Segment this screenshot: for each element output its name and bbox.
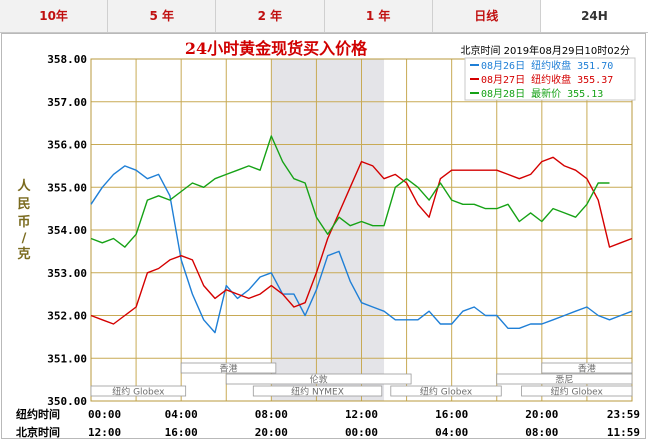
x-tick-label-bj: 00:00 xyxy=(345,426,378,439)
market-session-bar xyxy=(521,385,633,397)
y-tick-label: 356.00 xyxy=(47,139,87,152)
series-line-0828 xyxy=(90,135,610,248)
y-tick-label: 350.00 xyxy=(47,395,87,408)
market-session-label: 纽约 Globex xyxy=(112,386,165,398)
tab-5-year[interactable]: 5 年 xyxy=(108,0,217,32)
x-tick-label-ny: 00:00 xyxy=(88,408,121,421)
tab-daily[interactable]: 日线 xyxy=(432,0,541,32)
market-session-bar xyxy=(180,362,277,374)
unit-char: 克 xyxy=(17,246,30,262)
tab-24h[interactable]: 24H xyxy=(540,0,648,32)
tab-1-year[interactable]: 1 年 xyxy=(324,0,433,32)
timeframe-tabs: 10年 5 年 2 年 1 年 日线 24H xyxy=(0,0,648,33)
market-session-label: 伦敦 xyxy=(310,374,328,386)
x-tick-label-bj: 08:00 xyxy=(525,426,558,439)
chart-legend: 08月26日 纽约收盘 351.70 08月27日 纽约收盘 355.37 08… xyxy=(464,57,636,101)
market-session-label: 纽约 Globex xyxy=(420,386,473,398)
price-series xyxy=(90,135,633,334)
y-tick-label: 353.00 xyxy=(47,267,87,280)
x-tick-label-ny: 23:59 xyxy=(607,408,640,421)
market-session-bar xyxy=(541,362,633,374)
y-tick-label: 358.00 xyxy=(47,53,87,66)
chart-title: 24小时黄金现货买入价格 xyxy=(185,39,368,58)
unit-char: 民 xyxy=(17,197,30,212)
y-tick-label: 352.00 xyxy=(47,310,87,323)
market-session-bar xyxy=(90,385,187,397)
tab-10-year[interactable]: 10年 xyxy=(0,0,109,32)
market-session-label: 香港 xyxy=(578,363,596,375)
legend-entry-0826: 08月26日 纽约收盘 351.70 xyxy=(481,59,613,72)
x-tick-label-ny: 12:00 xyxy=(345,408,378,421)
x-tick-label-bj: 04:00 xyxy=(435,426,468,439)
y-tick-label: 355.00 xyxy=(47,181,87,194)
unit-char: / xyxy=(22,231,27,246)
market-session-bar xyxy=(252,385,383,397)
y-axis-unit: 人 民 币 / 克 xyxy=(17,178,31,262)
series-line-0827 xyxy=(90,156,633,325)
x-tick-label-bj: 12:00 xyxy=(88,426,121,439)
x-tick-label-bj: 20:00 xyxy=(255,426,288,439)
ny-time-row-label: 纽约时间 xyxy=(16,407,60,421)
legend-entry-0828: 08月28日 最新价 355.13 xyxy=(481,87,603,100)
y-tick-label: 357.00 xyxy=(47,96,87,109)
market-session-label: 香港 xyxy=(219,363,237,375)
y-tick-label: 354.00 xyxy=(47,224,87,237)
market-session-bar xyxy=(496,373,633,385)
market-session-bar xyxy=(225,373,412,385)
x-tick-label-bj: 16:00 xyxy=(165,426,198,439)
unit-char: 币 xyxy=(17,215,30,230)
chart-frame xyxy=(1,33,646,439)
chart-grid xyxy=(90,58,633,402)
plot-border xyxy=(90,58,633,402)
x-tick-label-ny: 20:00 xyxy=(525,408,558,421)
market-session-bar xyxy=(390,385,502,397)
series-line-0826 xyxy=(90,165,633,334)
timestamp-label: 北京时间 2019年08月29日10时02分 xyxy=(460,44,630,57)
x-tick-label-bj: 11:59 xyxy=(607,426,640,439)
market-session-label: 纽约 NYMEX xyxy=(291,386,344,398)
unit-char: 人 xyxy=(17,178,31,194)
legend-box xyxy=(464,57,636,101)
legend-entry-0827: 08月27日 纽约收盘 355.37 xyxy=(481,73,613,86)
y-axis-ticks: 350.00 351.00 352.00 353.00 354.00 355.00 356.… xyxy=(47,53,87,408)
x-axis-ticks: 00:00 12:00 04:00 16:00 08:00 20:00 12:00 00:00… xyxy=(88,408,640,439)
x-tick-label-ny: 16:00 xyxy=(435,408,468,421)
y-tick-label: 351.00 xyxy=(47,352,87,365)
tab-2-year[interactable]: 2 年 xyxy=(216,0,325,32)
market-session-label: 悉尼 xyxy=(555,374,573,386)
x-tick-label-ny: 04:00 xyxy=(165,408,198,421)
bj-time-row-label: 北京时间 xyxy=(16,425,60,439)
x-tick-label-ny: 08:00 xyxy=(255,408,288,421)
market-session-label: 纽约 Globex xyxy=(551,386,604,398)
